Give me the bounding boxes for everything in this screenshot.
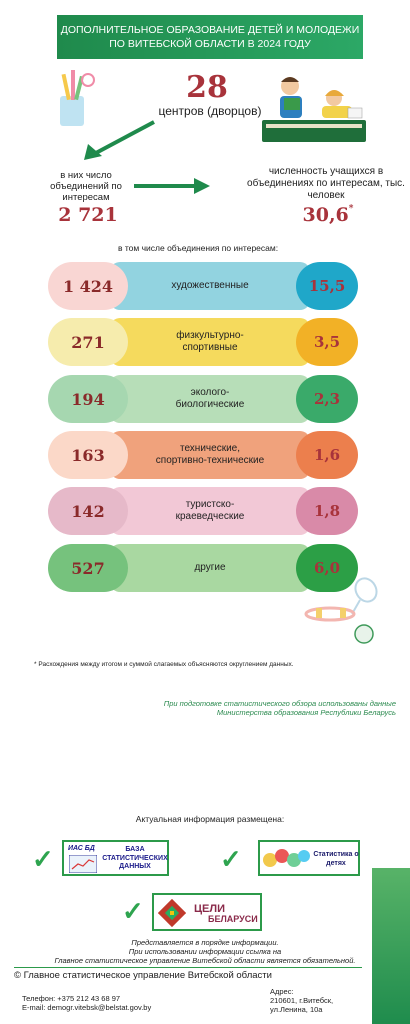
painted-hands-icon [263, 849, 310, 867]
category-label: другие [110, 544, 310, 592]
arrow-down-left-icon [84, 120, 155, 160]
checkmark-icon: ✓ [220, 844, 242, 874]
footer-divider [14, 967, 362, 968]
students-value: 30,6 [302, 204, 349, 226]
belarus-label: БЕЛАРУСИ [208, 914, 258, 924]
chart-icon [69, 855, 97, 873]
student-count: 1,8 [296, 487, 358, 535]
category-label: туристско- краеведческие [110, 487, 310, 535]
association-count: 194 [48, 375, 128, 423]
student-count: 2,3 [296, 375, 358, 423]
ornament-logo-icon [158, 899, 186, 927]
association-count: 527 [48, 544, 128, 592]
children-statistics-link[interactable]: Статистика о детях [258, 840, 360, 876]
associations-count: 2 721 [58, 204, 118, 226]
breakdown-row: туристско- краеведческие 142 1,8 [48, 487, 358, 535]
usage-note-line: При использовании информации ссылка на [128, 947, 282, 956]
checkmark-icon: ✓ [122, 896, 144, 926]
address-label: Адрес: [270, 987, 294, 996]
category-label: художественные [110, 262, 310, 310]
children-reading-illustration [262, 77, 366, 142]
association-count: 163 [48, 431, 128, 479]
source-note: При подготовке статистического обзора ис… [140, 699, 396, 717]
usage-note-line: Главное статистическое управление Витебс… [54, 956, 356, 965]
footnote: * Расхождения между итогом и суммой слаг… [34, 661, 294, 668]
statistical-database-link[interactable]: ИАС БД БАЗА СТАТИСТИЧЕСКИХ ДАННЫХ [62, 840, 169, 876]
students-count: 30,6* [298, 204, 358, 226]
address-line-1: 210601, г.Витебск, [270, 996, 334, 1005]
checkmark-icon: ✓ [32, 844, 54, 874]
student-count: 3,5 [296, 318, 358, 366]
association-count: 271 [48, 318, 128, 366]
belarus-goals-link[interactable]: ЦЕЛИ БЕЛАРУСИ [152, 893, 262, 931]
source-note-line-2: Министерства образования Республики Бела… [216, 708, 396, 717]
children-statistics-label: Статистика о детях [313, 851, 359, 867]
category-label: технические, спортивно-технические [110, 431, 310, 479]
usage-notes: Представляется в порядке информации. При… [20, 938, 390, 965]
ias-db-tag: ИАС БД [68, 845, 95, 852]
sports-equipment-illustration [304, 577, 378, 644]
students-label: численность учащихся в объединениях по и… [247, 166, 405, 201]
address-line-2: ул.Ленина, 10а [270, 1005, 323, 1014]
association-count: 1 424 [48, 262, 128, 310]
goals-label: ЦЕЛИ [194, 903, 225, 915]
statistical-database-label: БАЗА СТАТИСТИЧЕСКИХ ДАННЫХ [102, 846, 168, 870]
breakdown-row: другие 527 6,0 [48, 544, 358, 592]
centers-label: центров (дворцов) [158, 104, 262, 118]
usage-note-line: Представляется в порядке информации. [131, 938, 279, 947]
breakdown-row: эколого- биологические 194 2,3 [48, 375, 358, 423]
contact-info: Телефон: +375 212 43 68 97 E-mail: demog… [22, 994, 151, 1012]
phone-number: Телефон: +375 212 43 68 97 [22, 994, 121, 1003]
student-count: 6,0 [296, 544, 358, 592]
association-count: 142 [48, 487, 128, 535]
title-line-2: ПО ВИТЕБСКОЙ ОБЛАСТИ В 2024 ГОДУ [109, 38, 311, 50]
category-label: эколого- биологические [110, 375, 310, 423]
breakdown-row: технические, спортивно-технические 163 1,6 [48, 431, 358, 479]
breakdown-row: художественные 1 424 15,5 [48, 262, 358, 310]
title-banner: ДОПОЛНИТЕЛЬНОЕ ОБРАЗОВАНИЕ ДЕТЕЙ И МОЛОД… [57, 15, 363, 59]
arrow-right-icon [134, 178, 210, 194]
category-label: физкультурно- спортивные [110, 318, 310, 366]
breakdown-title: в том числе объединения по интересам: [118, 243, 279, 253]
info-title: Актуальная информация размещена: [135, 814, 285, 824]
centers-count: 28 [186, 70, 228, 105]
copyright: © Главное статистическое управление Вите… [14, 970, 272, 981]
students-footnote-mark: * [348, 204, 354, 214]
student-count: 1,6 [296, 431, 358, 479]
student-count: 15,5 [296, 262, 358, 310]
title-line-1: ДОПОЛНИТЕЛЬНОЕ ОБРАЗОВАНИЕ ДЕТЕЙ И МОЛОД… [60, 24, 360, 36]
associations-label: в них число объединений по интересам [50, 170, 122, 203]
email-address[interactable]: E-mail: demogr.vitebsk@belstat.gov.by [22, 1003, 152, 1012]
pencil-cup-illustration [60, 70, 95, 126]
decorative-green-strip [372, 868, 410, 1024]
address: Адрес: 210601, г.Витебск, ул.Ленина, 10а [270, 987, 333, 1014]
source-note-line-1: При подготовке статистического обзора ис… [163, 699, 396, 708]
breakdown-row: физкультурно- спортивные 271 3,5 [48, 318, 358, 366]
